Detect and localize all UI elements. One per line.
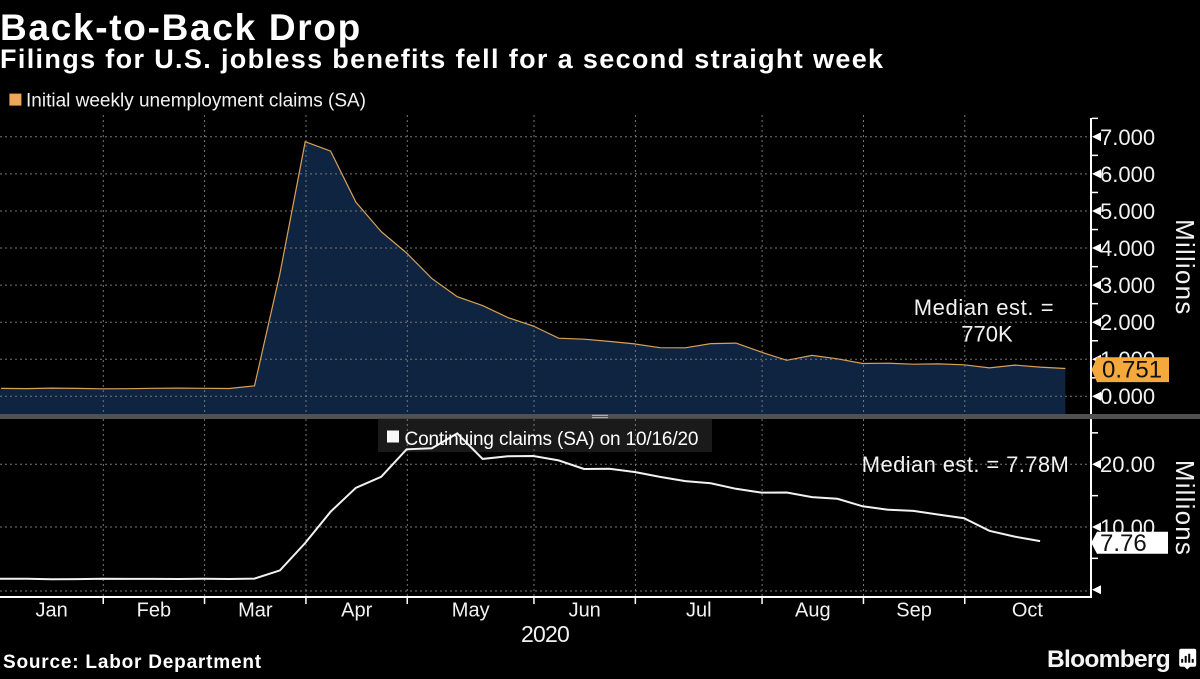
svg-text:2020: 2020 <box>521 621 569 647</box>
svg-text:7.76: 7.76 <box>1100 530 1147 557</box>
svg-text:Sep: Sep <box>896 600 932 622</box>
svg-text:May: May <box>452 600 490 622</box>
svg-text:Bloomberg: Bloomberg <box>1047 646 1170 673</box>
svg-text:Source: Labor Department: Source: Labor Department <box>3 652 262 673</box>
svg-text:0.751: 0.751 <box>1102 357 1162 384</box>
svg-text:7.000: 7.000 <box>1100 125 1155 150</box>
svg-text:Filings for U.S. jobless benef: Filings for U.S. jobless benefits fell f… <box>0 44 884 74</box>
svg-text:Back-to-Back Drop: Back-to-Back Drop <box>0 7 362 48</box>
svg-text:770K: 770K <box>961 322 1013 347</box>
svg-text:4.000: 4.000 <box>1100 236 1155 261</box>
svg-text:3.000: 3.000 <box>1100 273 1155 298</box>
svg-text:Oct: Oct <box>1012 600 1044 622</box>
svg-text:Feb: Feb <box>137 600 171 622</box>
svg-text:Jun: Jun <box>569 600 601 622</box>
svg-text:Continuing claims (SA) on 10/1: Continuing claims (SA) on 10/16/20 <box>405 429 699 450</box>
svg-text:Median est. = 7.78M: Median est. = 7.78M <box>862 452 1070 477</box>
svg-text:Millions: Millions <box>1170 460 1200 556</box>
svg-text:Apr: Apr <box>341 600 372 622</box>
svg-text:Median est. =: Median est. = <box>914 295 1055 320</box>
svg-text:Jan: Jan <box>35 600 67 622</box>
svg-text:5.000: 5.000 <box>1100 199 1155 224</box>
svg-text:20.00: 20.00 <box>1100 452 1155 477</box>
svg-text:2.000: 2.000 <box>1100 310 1155 335</box>
svg-text:Aug: Aug <box>795 600 831 622</box>
svg-text:Initial weekly unemployment cl: Initial weekly unemployment claims (SA) <box>26 91 366 112</box>
svg-text:Mar: Mar <box>238 600 273 622</box>
svg-text:0.000: 0.000 <box>1100 384 1155 409</box>
svg-text:Jul: Jul <box>686 600 712 622</box>
svg-text:Millions: Millions <box>1170 219 1200 315</box>
svg-text:6.000: 6.000 <box>1100 162 1155 187</box>
